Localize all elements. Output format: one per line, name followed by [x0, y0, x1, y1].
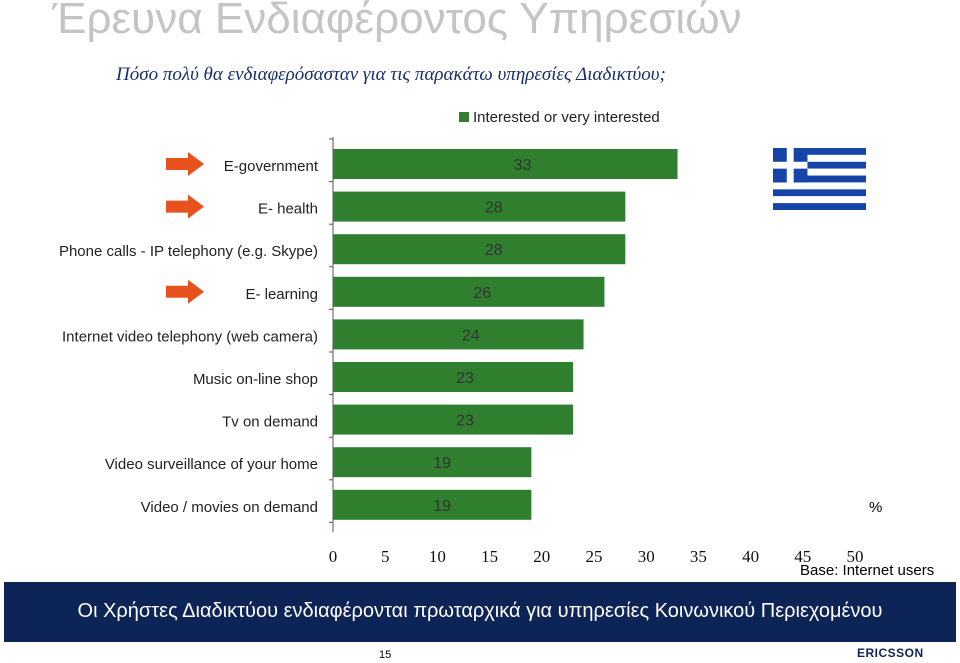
bar-value-label: 28 [485, 242, 503, 259]
flag-stripe [773, 175, 866, 183]
arrow-icon [166, 152, 204, 176]
flag-stripe [773, 182, 866, 190]
legend-swatch [459, 112, 469, 122]
x-tick-label: 5 [381, 547, 390, 566]
category-label: E- health [258, 201, 318, 218]
category-label: Video surveillance of your home [105, 456, 318, 473]
percent-unit-label: % [869, 499, 883, 516]
bar [333, 489, 532, 520]
bar-value-label: 33 [514, 157, 532, 174]
greek-flag-icon [773, 148, 866, 210]
bar [333, 234, 626, 265]
x-tick-label: 25 [586, 547, 603, 566]
arrow-icon [166, 194, 204, 219]
bar [333, 362, 574, 392]
bar-value-label: 23 [456, 413, 474, 430]
x-tick-label: 45 [794, 547, 811, 566]
bar-value-label: 24 [462, 327, 480, 344]
page-title: Έρευνα Ενδιαφέροντος Υπηρεσιών [52, 0, 742, 43]
category-label: Internet video telephony (web camera) [62, 328, 318, 345]
category-label: Video / movies on demand [141, 499, 318, 516]
category-label: E-government [224, 158, 319, 175]
flag-stripe [773, 189, 866, 197]
flag-stripe [773, 154, 866, 162]
bar [333, 447, 532, 478]
legend-label: Interested or very interested [473, 109, 660, 126]
flag-stripe [773, 203, 866, 210]
ericsson-logo: ERICSSON [857, 646, 924, 660]
footer-banner: Οι Χρήστες Διαδικτύου ενδιαφέρονται πρωτ… [4, 582, 956, 642]
bar-chart: Interested or very interested 0 5 10 15 20 25… [59, 109, 866, 566]
bar [333, 149, 678, 179]
chart-legend: Interested or very interested [459, 109, 660, 126]
bar [333, 191, 626, 222]
flag-stripe [773, 148, 866, 155]
footer-text: Οι Χρήστες Διαδικτύου ενδιαφέρονται πρωτ… [77, 600, 883, 622]
bar [333, 319, 584, 350]
bar [333, 404, 574, 435]
x-tick-label: 40 [742, 547, 759, 566]
flag-stripe [773, 168, 866, 176]
bar-value-label: 19 [433, 455, 451, 472]
x-tick-label: 50 [847, 547, 864, 566]
x-tick-label: 0 [329, 547, 338, 566]
x-tick-label: 10 [429, 547, 446, 566]
flag-cross-v [786, 148, 794, 183]
page-subtitle: Πόσο πολύ θα ενδιαφερόσασταν για τις παρ… [116, 64, 666, 85]
bar-value-label: 28 [485, 200, 503, 217]
category-label: E- learning [245, 286, 318, 303]
base-note: Base: Internet users [800, 562, 935, 579]
category-label: Phone calls - IP telephony (e.g. Skype) [59, 243, 318, 260]
x-tick-label: 30 [638, 547, 655, 566]
flag-stripe [773, 196, 866, 204]
page-number: 15 [379, 649, 392, 661]
bar [333, 276, 605, 307]
category-label: Tv on demand [222, 414, 318, 431]
flag-stripe [773, 161, 866, 169]
x-tick-label: 20 [533, 547, 550, 566]
x-tick-label: 15 [481, 547, 498, 566]
x-tick-label: 35 [690, 547, 707, 566]
category-label: Music on-line shop [193, 371, 318, 388]
chart-bars: 33 E-government 28 E- health 28 Phone calls -… [59, 149, 678, 520]
bar-value-label: 19 [433, 498, 451, 515]
bar-value-label: 23 [456, 370, 474, 387]
bar-value-label: 26 [473, 285, 491, 302]
arrow-icon [166, 279, 204, 304]
